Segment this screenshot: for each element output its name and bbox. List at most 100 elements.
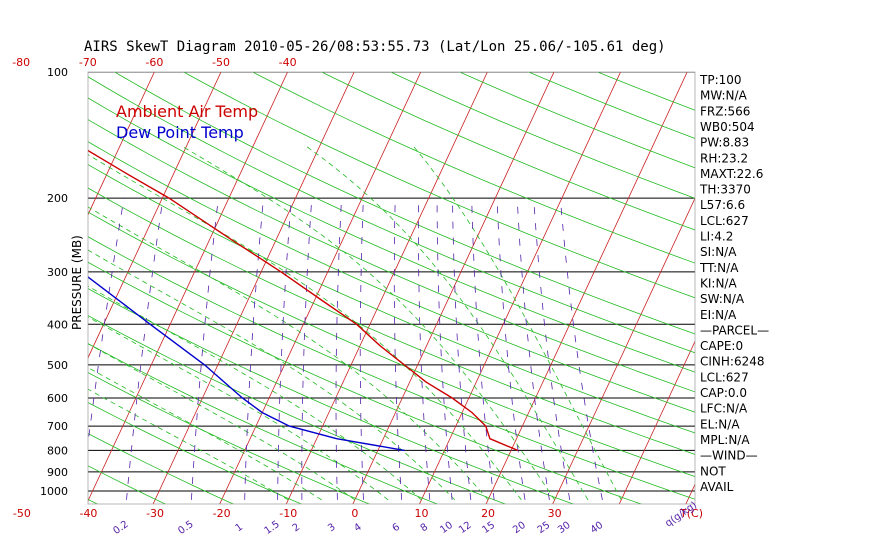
mixing-ratio-line — [277, 198, 292, 500]
moist-adiabat-line — [88, 388, 289, 501]
isotherm-line — [88, 72, 222, 359]
chart-legend: Ambient Air Temp Dew Point Temp — [116, 102, 258, 142]
plot-frame — [87, 71, 696, 505]
mixing-ratio-line — [126, 198, 164, 500]
isotherm-line — [0, 53, 30, 509]
moist-adiabat-line — [88, 343, 356, 501]
sounding-series — [88, 149, 519, 452]
dry-adiabat-line — [113, 72, 695, 335]
mixing-ratio-label: 12 — [457, 520, 474, 536]
mixing-ratio-line — [418, 198, 431, 500]
mixing-ratio-label: 1.5 — [262, 519, 281, 537]
top-temp-tick-label: -40 — [279, 56, 297, 69]
dry-adiabat-line — [88, 315, 507, 504]
pressure-tick-label: 1000 — [40, 485, 68, 498]
top-temp-tick-label: -80 — [12, 56, 30, 69]
indices-panel-item: TP:100 — [699, 73, 742, 87]
dry-adiabat-line — [88, 372, 371, 504]
indices-panel-item: EI:N/A — [700, 308, 737, 322]
isotherm-line — [219, 72, 422, 504]
pressure-tick-label: 300 — [47, 266, 68, 279]
bottom-temp-tick-label: 10 — [414, 507, 428, 520]
indices-panel-item: TH:3370 — [699, 183, 751, 197]
isotherm-lines — [0, 53, 695, 509]
indices-panel-item: —PARCEL— — [700, 323, 769, 337]
mixing-ratio-line — [301, 198, 313, 500]
mixing-ratio-label: 30 — [556, 520, 573, 536]
indices-panel-item: CINH:6248 — [700, 355, 765, 369]
dry-adiabat-line — [88, 187, 695, 455]
indices-panel-item: LI:4.2 — [700, 230, 733, 244]
bottom-temp-tick-label: -20 — [213, 507, 231, 520]
indices-panel-item: LCL:627 — [700, 214, 749, 228]
isotherm-line — [285, 72, 488, 504]
dry-adiabat-line — [88, 164, 695, 434]
pressure-tick-label: 200 — [47, 192, 68, 205]
pressure-tick-label: 500 — [47, 359, 68, 372]
legend-dew-point-temp: Dew Point Temp — [116, 123, 244, 142]
indices-panel-item: AVAIL — [700, 480, 734, 494]
moist-adiabat-line — [305, 145, 589, 501]
dry-adiabat-line — [182, 72, 695, 299]
mixing-ratio-label: 0.2 — [111, 519, 130, 537]
mixing-ratio-line — [560, 198, 603, 500]
dry-adiabat-line — [88, 288, 575, 504]
mixing-ratio-label: 25 — [536, 520, 553, 536]
pressure-tick-label: 900 — [47, 466, 68, 479]
indices-panel-item: CAPE:0 — [700, 339, 743, 353]
top-temp-tick-label: -60 — [145, 56, 163, 69]
mixing-ratio-label: 2 — [291, 522, 303, 535]
y-axis-label: PRESSURE (MB) — [70, 235, 84, 330]
dry-adiabat-line — [389, 72, 695, 199]
dew-point-temp-line — [88, 276, 405, 452]
dry-adiabat-line — [88, 402, 303, 504]
mixing-ratio-line — [359, 198, 364, 500]
bottom-temp-tick-label: -30 — [146, 507, 164, 520]
dry-adiabat-line — [527, 72, 695, 139]
dry-adiabat-line — [88, 141, 695, 413]
dry-adiabat-line — [88, 119, 695, 393]
dry-adiabat-line — [320, 72, 695, 231]
mixing-ratio-line — [471, 198, 495, 500]
ambient-air-temp-line — [88, 149, 519, 452]
top-temp-tick-label: -70 — [79, 56, 97, 69]
mixing-ratio-label: 15 — [480, 520, 497, 536]
indices-panel-item: TT:N/A — [699, 261, 739, 275]
dry-adiabat-line — [88, 343, 439, 504]
dry-adiabat-line — [251, 72, 695, 264]
top-temp-tick-label: -50 — [212, 56, 230, 69]
mixing-ratio-line — [244, 198, 264, 500]
dry-adiabat-line — [458, 72, 695, 169]
mixing-ratio-line — [335, 198, 342, 500]
mixing-ratio-label: 3 — [326, 522, 338, 535]
bottom-temp-tick-label: 0 — [351, 507, 358, 520]
mixing-ratio-label: 10 — [438, 520, 455, 536]
mixing-ratio-line — [496, 198, 526, 500]
indices-panel-item: PW:8.83 — [700, 136, 749, 150]
plot-grid — [0, 53, 695, 509]
mixing-ratio-line — [393, 198, 403, 500]
dry-adiabat-line — [88, 261, 643, 504]
chart-title: AIRS SkewT Diagram 2010-05-26/08:53:55.7… — [84, 39, 666, 55]
top-temp-tick-labels: -120-110-100-90-80-70-60-50-40 — [12, 56, 297, 69]
indices-panel-item: SI:N/A — [700, 245, 737, 259]
dry-adiabat-line — [88, 97, 695, 373]
mixing-ratio-label: 0.5 — [176, 519, 195, 537]
mixing-ratio-label: 40 — [589, 520, 606, 536]
mixing-ratio-line — [516, 198, 550, 500]
moist-adiabat-line — [88, 154, 522, 501]
indices-panel-item: FRZ:566 — [700, 104, 750, 118]
indices-panel-item: LFC:N/A — [700, 402, 748, 416]
bottom-temp-tick-label: 30 — [548, 507, 562, 520]
indices-panel-item: KI:N/A — [700, 277, 737, 291]
pressure-tick-label: 700 — [47, 420, 68, 433]
isotherm-line — [88, 72, 155, 216]
indices-panel-item: EL:N/A — [700, 417, 740, 431]
indices-panel-item: MW:N/A — [700, 89, 748, 103]
indices-panel-item: MPL:N/A — [700, 433, 750, 447]
pressure-tick-labels: 100 200 300 400 500 600 700 800 900 1000 — [40, 66, 68, 498]
indices-panel-item: RH:23.2 — [700, 151, 748, 165]
mixing-ratio-line — [452, 198, 472, 500]
moist-adiabat-line — [88, 249, 456, 501]
